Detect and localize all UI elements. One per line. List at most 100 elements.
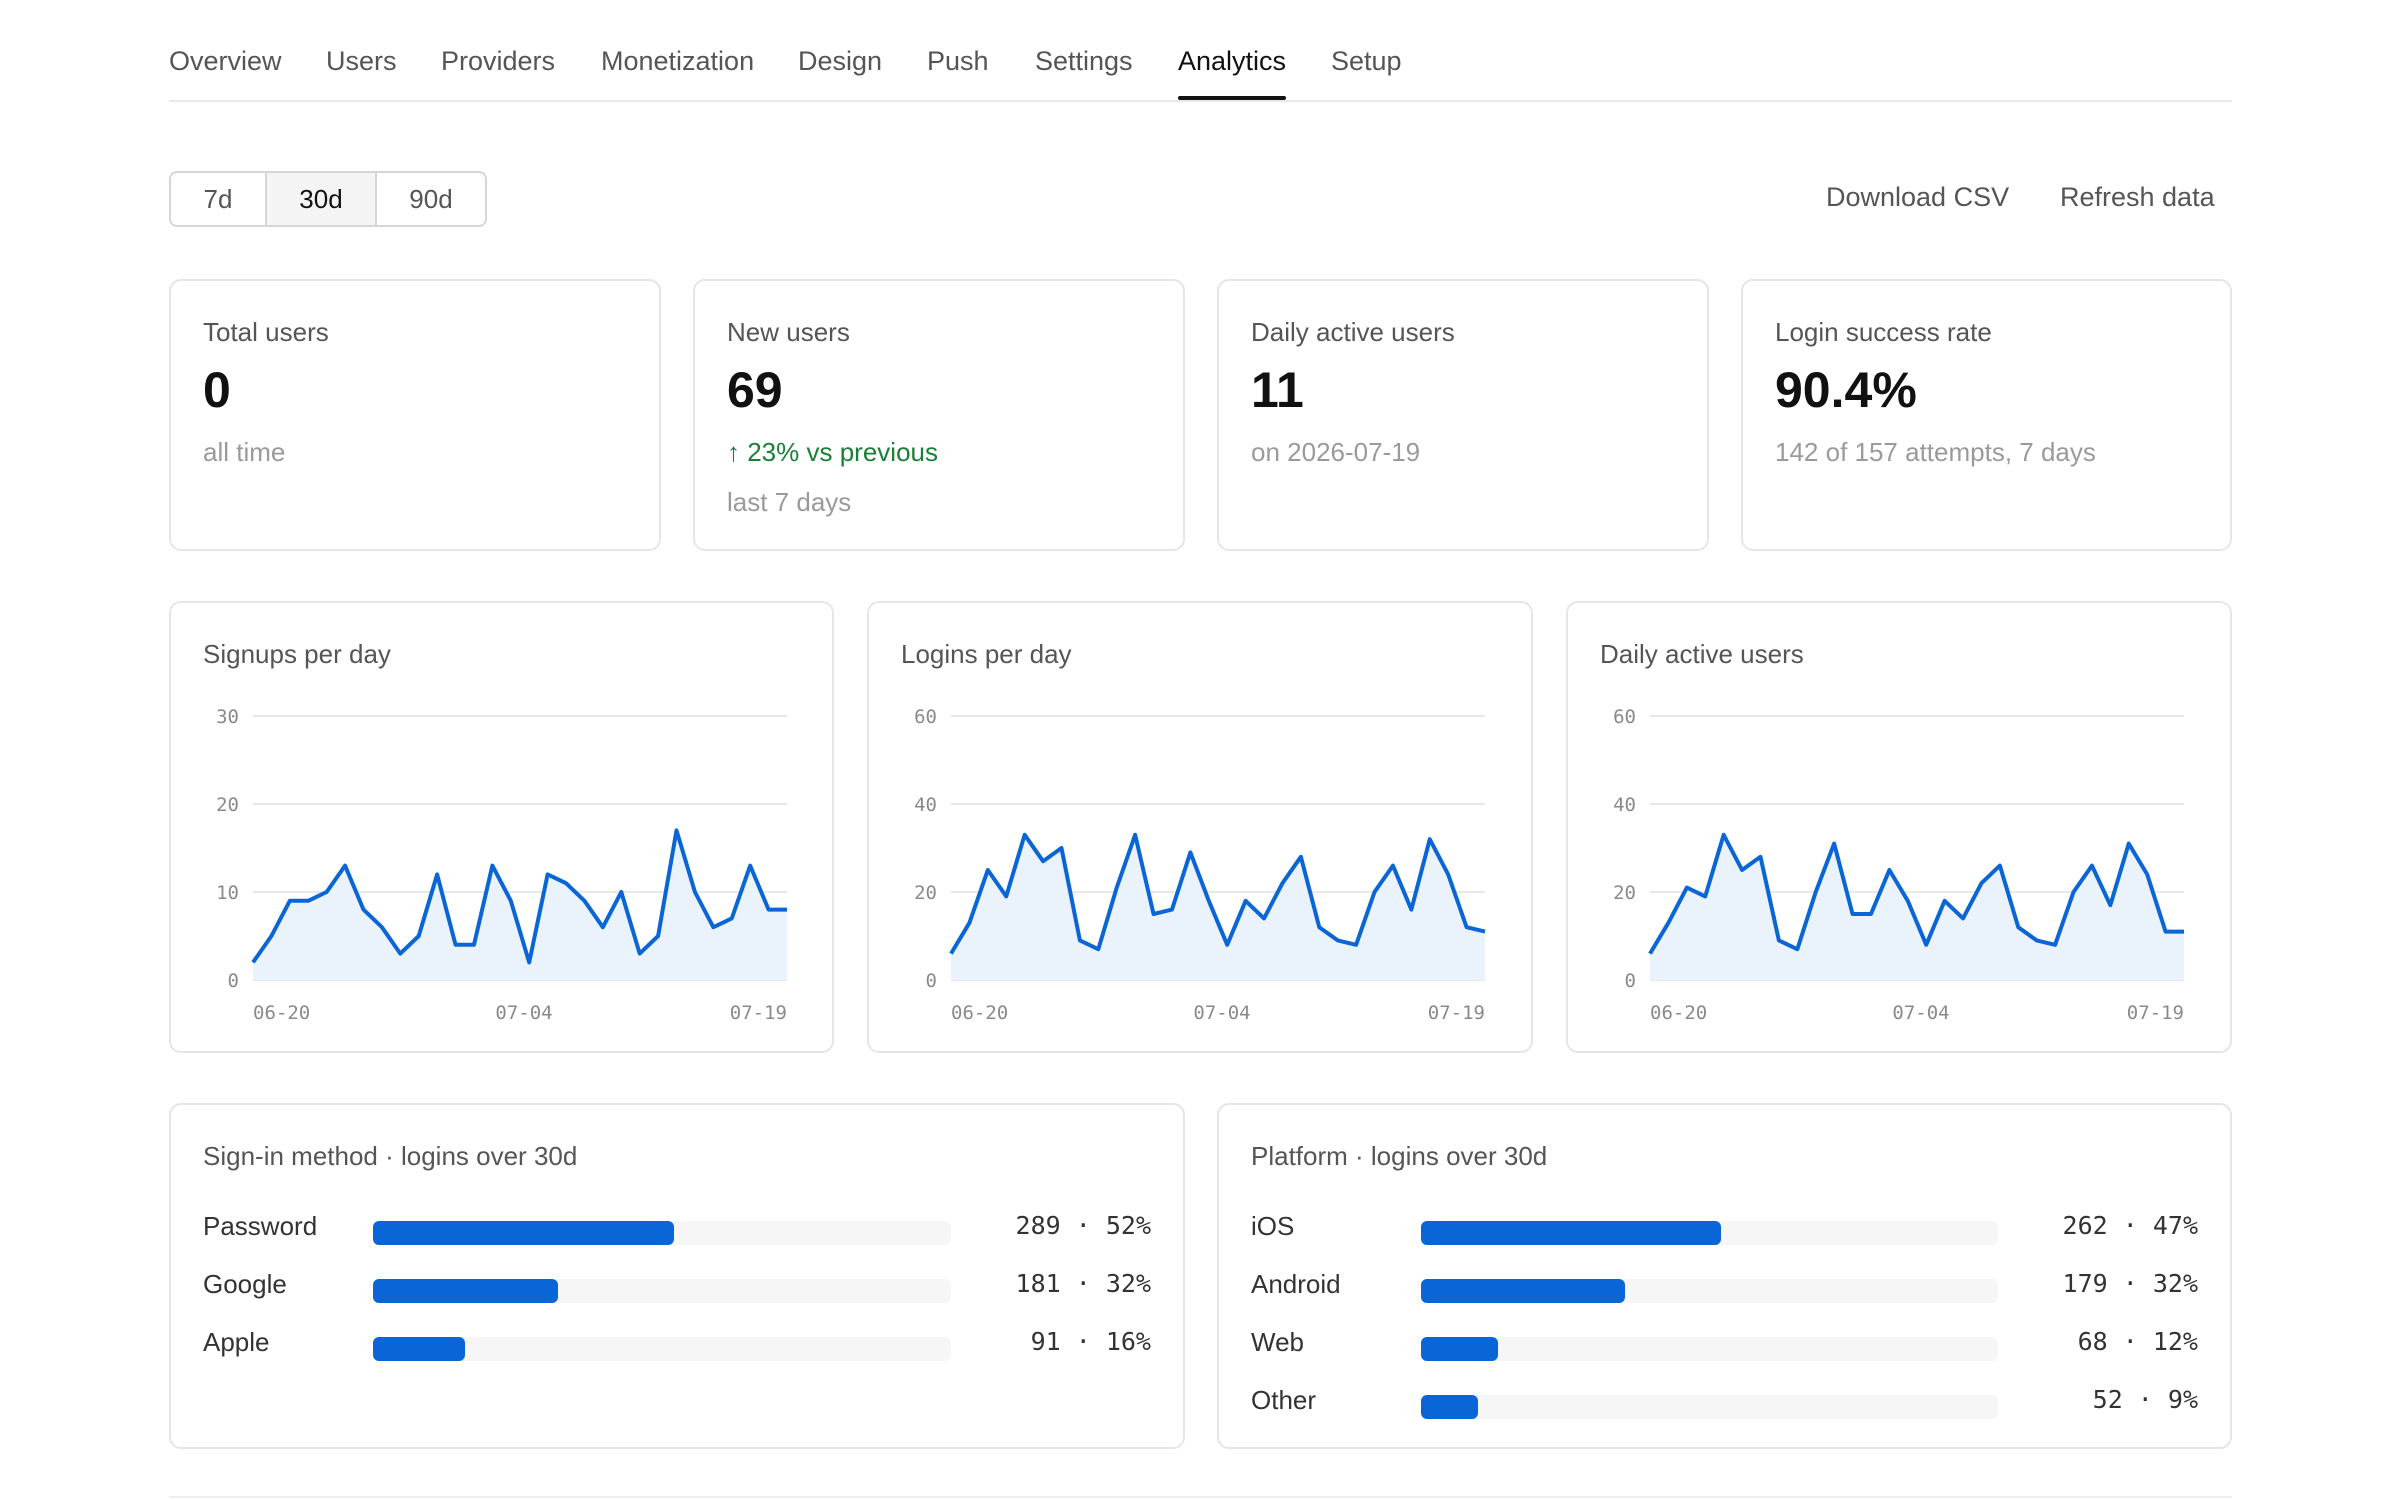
y-tick-label: 20 xyxy=(1613,882,1636,904)
x-tick-label: 06-20 xyxy=(253,1002,310,1024)
breakdown-value: 289 · 52% xyxy=(1015,1211,1151,1240)
x-tick-label: 07-04 xyxy=(1892,1002,1949,1024)
x-tick-label: 06-20 xyxy=(951,1002,1008,1024)
tab-overview[interactable]: Overview xyxy=(169,46,282,76)
breakdown-value: 262 · 47% xyxy=(2062,1211,2198,1240)
stat-card-total-users: Total users 0 all time xyxy=(169,279,661,551)
series-area xyxy=(951,834,1485,980)
range-30d-button[interactable]: 30d xyxy=(265,173,375,225)
x-tick-label: 07-19 xyxy=(2127,1002,2184,1024)
breakdown-bar-fill xyxy=(373,1221,674,1245)
stat-value: 11 xyxy=(1251,362,1304,418)
download-csv-button[interactable]: Download CSV xyxy=(1826,182,2010,212)
breakdown-row: Google 181 · 32% xyxy=(203,1263,1151,1303)
stat-card-login-success-rate: Login success rate 90.4% 142 of 157 atte… xyxy=(1741,279,2232,551)
y-tick-label: 30 xyxy=(216,706,239,728)
breakdown-label: Android xyxy=(1251,1269,1341,1299)
breakdown-card-sign-in-method: Sign-in method · logins over 30d Passwor… xyxy=(169,1103,1185,1449)
chart-title: Logins per day xyxy=(901,639,1072,669)
breakdown-bar-track xyxy=(373,1279,951,1303)
breakdown-bar-fill xyxy=(1421,1337,1498,1361)
y-tick-label: 0 xyxy=(228,970,239,992)
breakdown-title: Sign-in method · logins over 30d xyxy=(203,1141,578,1171)
x-tick-label: 07-19 xyxy=(730,1002,787,1024)
y-tick-label: 60 xyxy=(914,706,937,728)
stat-value: 69 xyxy=(727,362,783,418)
stat-label: Daily active users xyxy=(1251,317,1455,347)
y-tick-label: 0 xyxy=(926,970,937,992)
logins-chart: 0 20 40 60 06-20 07-04 07-19 xyxy=(914,706,1486,1024)
stat-sub: last 7 days xyxy=(727,487,852,517)
breakdown-bar-fill xyxy=(1421,1395,1478,1419)
chart-card-logins: Logins per day 0 20 40 60 06-20 07-04 07-19 xyxy=(867,601,1533,1053)
stat-sub: all time xyxy=(203,437,286,467)
x-tick-label: 07-04 xyxy=(1193,1002,1250,1024)
daily-active-chart: 0 20 40 60 06-20 07-04 07-19 xyxy=(1613,706,2184,1024)
breakdown-bar-track xyxy=(1421,1337,1998,1361)
refresh-data-button[interactable]: Refresh data xyxy=(2060,182,2215,212)
breakdown-bar-track xyxy=(1421,1221,1998,1245)
stat-value: 90.4% xyxy=(1775,362,1917,418)
breakdown-value: 52 · 9% xyxy=(2092,1385,2198,1414)
range-90d-button[interactable]: 90d xyxy=(375,173,485,225)
stat-label: New users xyxy=(727,317,850,347)
x-tick-label: 07-04 xyxy=(495,1002,552,1024)
x-tick-label: 06-20 xyxy=(1650,1002,1707,1024)
chart-title: Daily active users xyxy=(1600,639,1804,669)
breakdown-bar-track xyxy=(1421,1279,1998,1303)
stat-label: Total users xyxy=(203,317,329,347)
tab-design[interactable]: Design xyxy=(798,46,883,76)
breakdown-bar-fill xyxy=(373,1337,465,1361)
breakdown-label: Web xyxy=(1251,1327,1304,1357)
breakdown-row: iOS 262 · 47% xyxy=(1251,1205,2198,1245)
y-tick-label: 10 xyxy=(216,882,239,904)
stat-card-daily-active-users: Daily active users 11 on 2026-07-19 xyxy=(1217,279,1709,551)
breakdown-card-platform: Platform · logins over 30d iOS 262 · 47% A… xyxy=(1217,1103,2232,1449)
tab-users[interactable]: Users xyxy=(326,46,397,76)
tab-monetization[interactable]: Monetization xyxy=(601,46,755,76)
breakdown-row: Android 179 · 32% xyxy=(1251,1263,2198,1303)
breakdown-bar-fill xyxy=(1421,1221,1721,1245)
breakdown-label: Password xyxy=(203,1211,318,1241)
x-tick-label: 07-19 xyxy=(1428,1002,1485,1024)
y-tick-label: 40 xyxy=(914,794,937,816)
breakdown-value: 179 · 32% xyxy=(2062,1269,2198,1298)
stat-label: Login success rate xyxy=(1775,317,1992,347)
breakdown-bar-track xyxy=(373,1221,951,1245)
range-selector: 7d 30d 90d xyxy=(169,171,487,227)
series-line xyxy=(251,828,787,965)
breakdown-bar-track xyxy=(373,1337,951,1361)
breakdown-label: Apple xyxy=(203,1327,270,1357)
chart-title: Signups per day xyxy=(203,639,391,669)
y-tick-label: 0 xyxy=(1625,970,1636,992)
breakdown-row: Password 289 · 52% xyxy=(203,1205,1151,1245)
tab-analytics[interactable]: Analytics xyxy=(1178,46,1287,100)
tab-settings[interactable]: Settings xyxy=(1035,46,1133,76)
stat-sub: on 2026-07-19 xyxy=(1251,437,1421,467)
breakdown-bar-fill xyxy=(1421,1279,1625,1303)
stat-delta: ↑ 23% vs previous xyxy=(727,437,938,467)
breakdown-row: Apple 91 · 16% xyxy=(203,1321,1151,1361)
breakdown-value: 91 · 16% xyxy=(1030,1327,1151,1356)
breakdown-value: 181 · 32% xyxy=(1015,1269,1151,1298)
stat-card-new-users: New users 69 ↑ 23% vs previous last 7 da… xyxy=(693,279,1185,551)
breakdown-label: iOS xyxy=(1251,1211,1295,1241)
tab-push[interactable]: Push xyxy=(927,46,989,76)
breakdown-row: Other 52 · 9% xyxy=(1251,1379,2198,1419)
range-7d-button[interactable]: 7d xyxy=(203,183,233,214)
chart-card-daily-active: Daily active users 0 20 40 60 06-20 07-04 07-1… xyxy=(1566,601,2232,1053)
y-tick-label: 40 xyxy=(1613,794,1636,816)
tab-setup[interactable]: Setup xyxy=(1331,46,1402,76)
tab-bar: Overview Users Providers Monetization De… xyxy=(169,0,2232,102)
breakdown-bar-track xyxy=(1421,1395,1998,1419)
y-tick-label: 60 xyxy=(1613,706,1636,728)
chart-card-signups: Signups per day 0 10 20 30 06-20 07-04 07-19 xyxy=(169,601,834,1053)
stat-value: 0 xyxy=(203,362,231,418)
signups-chart: 0 10 20 30 06-20 07-04 07-19 xyxy=(216,706,787,1024)
series-area xyxy=(253,830,787,980)
tab-providers[interactable]: Providers xyxy=(441,46,556,76)
breakdown-label: Other xyxy=(1251,1385,1317,1415)
breakdown-bar-fill xyxy=(373,1279,558,1303)
breakdown-label: Google xyxy=(203,1269,287,1299)
series-line xyxy=(949,832,1486,955)
